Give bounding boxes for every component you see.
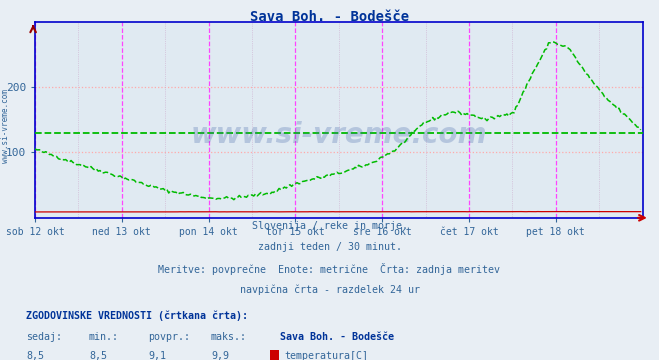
- Text: Slovenija / reke in morje.: Slovenija / reke in morje.: [252, 221, 407, 231]
- Text: ZGODOVINSKE VREDNOSTI (črtkana črta):: ZGODOVINSKE VREDNOSTI (črtkana črta):: [26, 310, 248, 321]
- Text: zadnji teden / 30 minut.: zadnji teden / 30 minut.: [258, 242, 401, 252]
- Text: www.si-vreme.com: www.si-vreme.com: [1, 89, 10, 163]
- Text: temperatura[C]: temperatura[C]: [285, 351, 368, 360]
- Text: maks.:: maks.:: [211, 332, 247, 342]
- Text: Sava Boh. - Bodešče: Sava Boh. - Bodešče: [250, 10, 409, 24]
- Text: 8,5: 8,5: [89, 351, 107, 360]
- Text: sedaj:: sedaj:: [26, 332, 63, 342]
- Text: povpr.:: povpr.:: [148, 332, 190, 342]
- Text: Meritve: povprečne  Enote: metrične  Črta: zadnja meritev: Meritve: povprečne Enote: metrične Črta:…: [159, 263, 500, 275]
- Text: 8,5: 8,5: [26, 351, 44, 360]
- Text: www.si-vreme.com: www.si-vreme.com: [190, 121, 487, 149]
- Text: Sava Boh. - Bodešče: Sava Boh. - Bodešče: [280, 332, 394, 342]
- Text: 9,1: 9,1: [148, 351, 166, 360]
- Text: navpična črta - razdelek 24 ur: navpična črta - razdelek 24 ur: [239, 284, 420, 294]
- Text: 9,9: 9,9: [211, 351, 229, 360]
- Text: min.:: min.:: [89, 332, 119, 342]
